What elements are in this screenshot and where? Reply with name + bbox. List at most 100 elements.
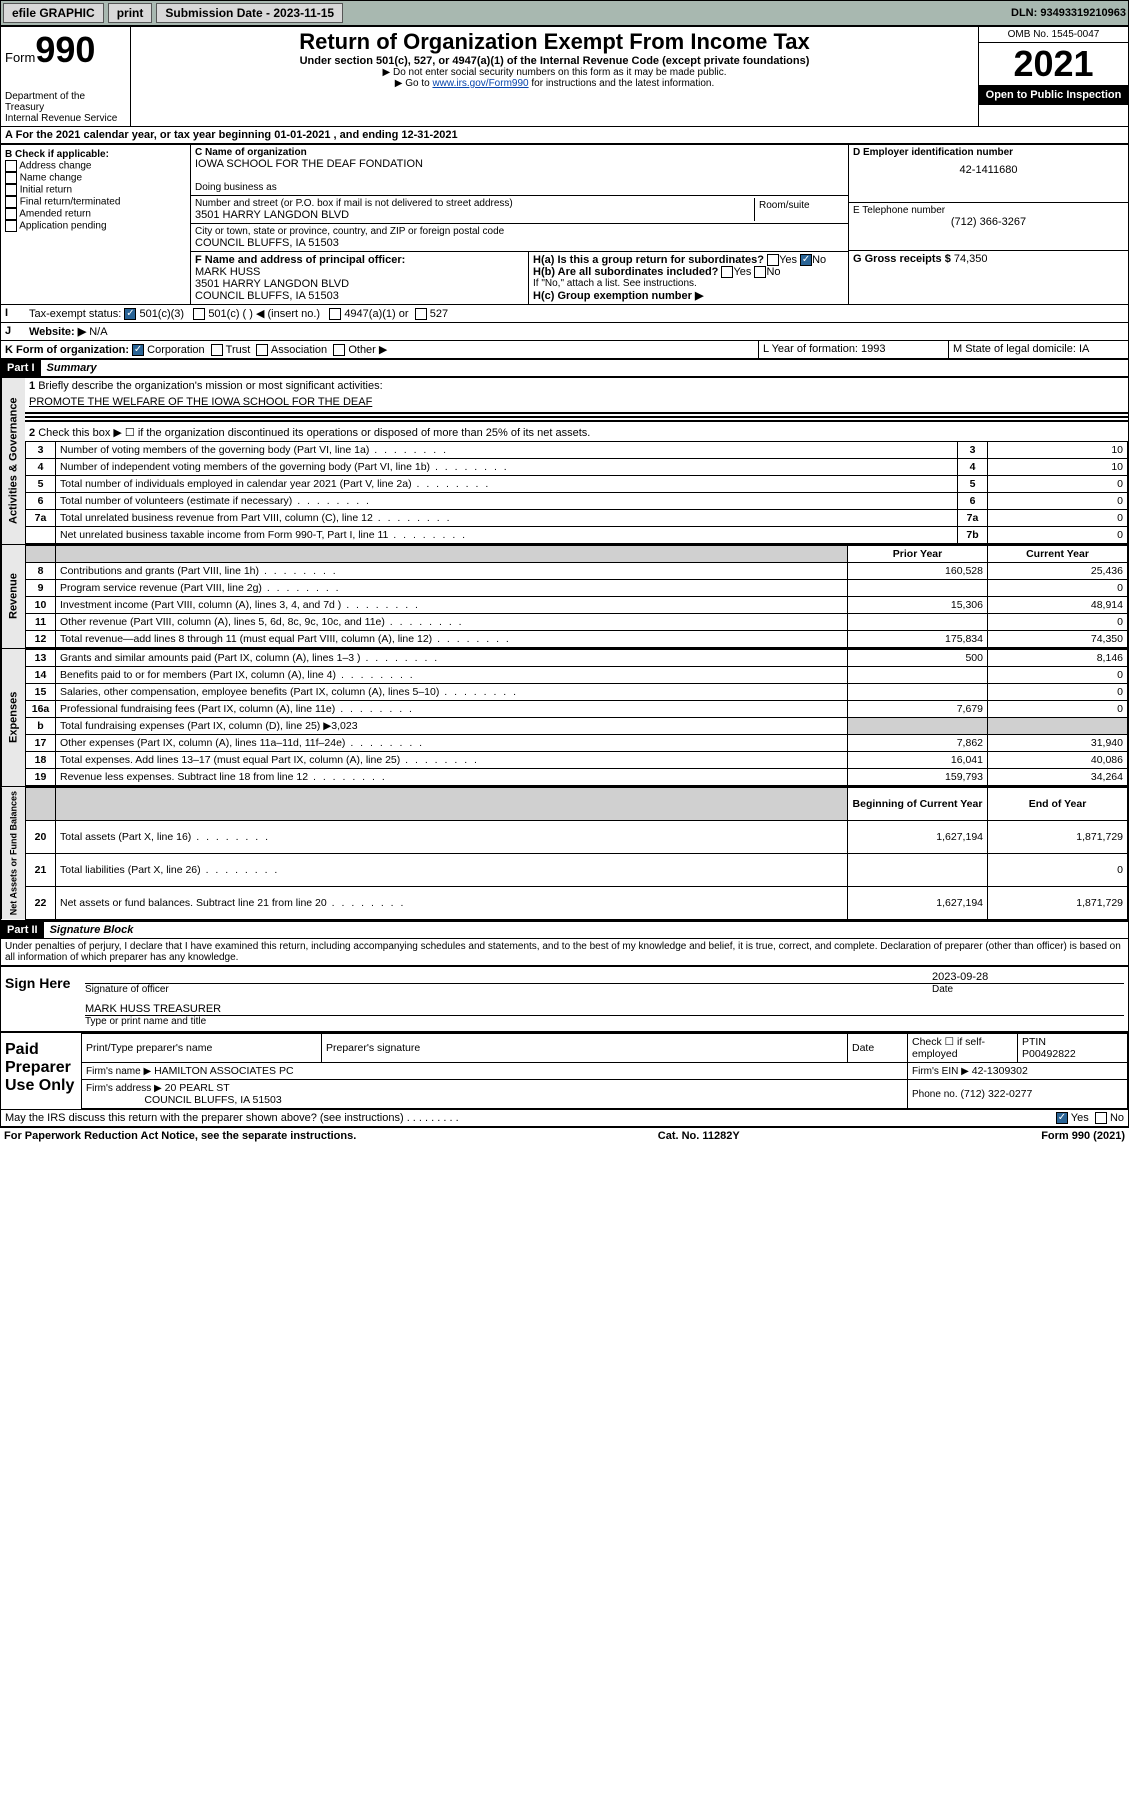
firm-ein: 42-1309302 <box>972 1065 1028 1077</box>
net-label: Net Assets or Fund Balances <box>1 787 25 919</box>
expenses-table: 13Grants and similar amounts paid (Part … <box>25 649 1128 786</box>
ptin-label: PTIN <box>1022 1036 1046 1048</box>
efile-label: efile GRAPHIC <box>3 3 104 23</box>
form-number: 990 <box>35 29 95 70</box>
firm-addr-label: Firm's address ▶ <box>86 1083 162 1094</box>
revenue-table: Prior YearCurrent Year8Contributions and… <box>25 545 1128 648</box>
street-address: 3501 HARRY LANGDON BLVD <box>195 209 754 221</box>
rev-label: Revenue <box>1 545 25 648</box>
date-col: Date <box>848 1033 908 1062</box>
gross-receipts: 74,350 <box>954 253 988 265</box>
officer-addr2: COUNCIL BLUFFS, IA 51503 <box>195 290 339 302</box>
firm-phone-label: Phone no. <box>912 1089 958 1100</box>
i-501c3[interactable]: ✓ <box>124 308 136 320</box>
discuss-yes[interactable]: ✓ <box>1056 1112 1068 1124</box>
line-i-letter: I <box>1 305 25 322</box>
b-opt-checkbox[interactable] <box>5 196 17 208</box>
city-label: City or town, state or province, country… <box>195 226 844 237</box>
date-label: Date <box>924 984 1124 995</box>
b-opt-checkbox[interactable] <box>5 160 17 172</box>
footer-left: For Paperwork Reduction Act Notice, see … <box>4 1130 356 1142</box>
ha-label: H(a) Is this a group return for subordin… <box>533 254 764 266</box>
d-label: D Employer identification number <box>853 147 1124 158</box>
k-corp[interactable]: ✓ <box>132 344 144 356</box>
firm-phone: (712) 322-0277 <box>961 1088 1033 1100</box>
paid-preparer: Paid Preparer Use Only <box>1 1033 81 1109</box>
city-state-zip: COUNCIL BLUFFS, IA 51503 <box>195 237 844 249</box>
phone: (712) 366-3267 <box>853 216 1124 228</box>
irs: Internal Revenue Service <box>5 113 126 124</box>
k-label: K Form of organization: <box>5 344 129 356</box>
k-trust[interactable] <box>211 344 223 356</box>
b-opt-checkbox[interactable] <box>5 220 17 232</box>
hb-yes[interactable] <box>721 266 733 278</box>
ha-yes[interactable] <box>767 254 779 266</box>
declaration: Under penalties of perjury, I declare th… <box>0 939 1129 966</box>
open-public: Open to Public Inspection <box>979 85 1128 105</box>
hc-label: H(c) Group exemption number ▶ <box>533 289 844 302</box>
form-label: Form <box>5 50 35 65</box>
sig-date: 2023-09-28 <box>924 971 1124 984</box>
section-bcdefg: B Check if applicable: Address change Na… <box>0 144 1129 305</box>
may-irs: May the IRS discuss this return with the… <box>5 1112 404 1124</box>
line-j-letter: J <box>1 323 25 340</box>
q1: Briefly describe the organization's miss… <box>38 380 382 392</box>
sign-here-block: Sign Here 2023-09-28 Signature of office… <box>0 966 1129 1032</box>
b-opt-checkbox[interactable] <box>5 184 17 196</box>
topbar: efile GRAPHIC print Submission Date - 20… <box>0 0 1129 26</box>
form-title: Return of Organization Exempt From Incom… <box>139 29 970 55</box>
irs-link[interactable]: www.irs.gov/Form990 <box>432 78 528 89</box>
footer-mid: Cat. No. 11282Y <box>658 1130 740 1142</box>
subtitle-3: ▶ Go to www.irs.gov/Form990 for instruct… <box>139 78 970 89</box>
firm-name-label: Firm's name ▶ <box>86 1066 151 1077</box>
net-assets-table: Beginning of Current YearEnd of Year20To… <box>25 787 1128 919</box>
type-name-label: Type or print name and title <box>85 1016 1124 1027</box>
footer-right: Form 990 (2021) <box>1041 1130 1125 1142</box>
b-opt-checkbox[interactable] <box>5 172 17 184</box>
ptin: P00492822 <box>1022 1048 1076 1060</box>
line-a: A For the 2021 calendar year, or tax yea… <box>1 127 462 143</box>
i-501c[interactable] <box>193 308 205 320</box>
room-label: Room/suite <box>754 198 844 221</box>
c-label: C Name of organization <box>195 147 844 158</box>
i-527[interactable] <box>415 308 427 320</box>
prep-sig-label: Preparer's signature <box>322 1033 848 1062</box>
discuss-no[interactable] <box>1095 1112 1107 1124</box>
ha-no[interactable]: ✓ <box>800 254 812 266</box>
prep-name-label: Print/Type preparer's name <box>82 1033 322 1062</box>
officer-name-title: MARK HUSS TREASURER <box>85 1003 1124 1016</box>
hb-no[interactable] <box>754 266 766 278</box>
k-other[interactable] <box>333 344 345 356</box>
b-opt-checkbox[interactable] <box>5 208 17 220</box>
footer: For Paperwork Reduction Act Notice, see … <box>0 1127 1129 1144</box>
print-button[interactable]: print <box>108 3 153 23</box>
form-header: Form990 Department of the Treasury Inter… <box>0 26 1129 127</box>
org-name: IOWA SCHOOL FOR THE DEAF FONDATION <box>195 158 844 170</box>
governance-table: 3Number of voting members of the governi… <box>25 441 1128 544</box>
firm-ein-label: Firm's EIN ▶ <box>912 1066 969 1077</box>
e-label: E Telephone number <box>853 205 1124 216</box>
subtitle-2: ▶ Do not enter social security numbers o… <box>139 67 970 78</box>
paid-preparer-block: Paid Preparer Use Only Print/Type prepar… <box>0 1032 1129 1110</box>
ein: 42-1411680 <box>853 158 1124 176</box>
k-assoc[interactable] <box>256 344 268 356</box>
sign-here: Sign Here <box>1 967 81 1031</box>
exp-label: Expenses <box>1 649 25 786</box>
hb-note: If "No," attach a list. See instructions… <box>533 278 844 289</box>
part2-title: Signature Block <box>44 922 140 938</box>
firm-addr2: COUNCIL BLUFFS, IA 51503 <box>144 1094 281 1106</box>
dln: DLN: 93493319210963 <box>1011 7 1126 19</box>
state-domicile: M State of legal domicile: IA <box>948 341 1128 358</box>
f-label: F Name and address of principal officer: <box>195 254 405 266</box>
officer-addr1: 3501 HARRY LANGDON BLVD <box>195 278 349 290</box>
hb-label: H(b) Are all subordinates included? <box>533 266 718 278</box>
i-label: Tax-exempt status: <box>29 308 121 320</box>
part1-header: Part I Summary <box>0 359 1129 377</box>
b-label: B Check if applicable: <box>5 149 186 160</box>
year-formation: L Year of formation: 1993 <box>758 341 948 358</box>
omb: OMB No. 1545-0047 <box>979 27 1128 43</box>
i-4947[interactable] <box>329 308 341 320</box>
addr-label: Number and street (or P.O. box if mail i… <box>195 198 754 209</box>
g-label: G Gross receipts $ <box>853 253 951 265</box>
q2: Check this box ▶ ☐ if the organization d… <box>38 427 590 439</box>
